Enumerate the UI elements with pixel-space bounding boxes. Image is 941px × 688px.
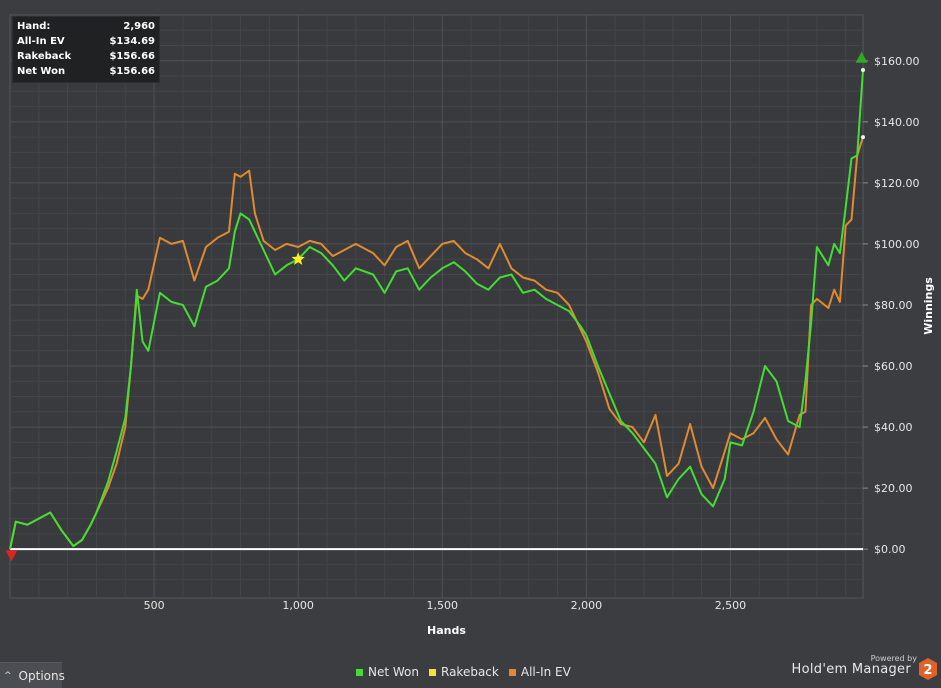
stats-label: All-In EV [17, 36, 65, 47]
legend-item-net-won[interactable]: Net Won [356, 665, 419, 679]
stats-row-rakeback: Rakeback $156.66 [17, 49, 155, 64]
y-axis-title: Winnings [922, 277, 935, 335]
chart-legend: Net Won Rakeback All-In EV [356, 664, 581, 680]
y-tick-label: $140.00 [874, 116, 920, 129]
y-tick-label: $80.00 [874, 299, 913, 312]
y-tick-label: $100.00 [874, 238, 920, 251]
stats-label: Net Won [17, 66, 66, 77]
brand-logo-icon: 2 [919, 658, 937, 680]
triangle-down-marker [5, 550, 18, 562]
legend-swatch [356, 668, 363, 676]
legend-item-all-in-ev[interactable]: All-In EV [508, 665, 571, 679]
chart-svg: $0.00 $20.00 $40.00 $60.00 $80.00 $100.00 $120… [5, 14, 935, 637]
legend-item-rakeback[interactable]: Rakeback [429, 665, 499, 679]
x-tick-label: 2,500 [715, 599, 747, 612]
stats-value: $156.66 [109, 66, 155, 77]
series-end-dot [861, 67, 865, 72]
legend-label: All-In EV [520, 665, 571, 679]
series-end-dot [861, 135, 865, 140]
y-tick-label: $0.00 [874, 543, 906, 556]
brand-badge-text: 2 [923, 663, 932, 678]
triangle-up-marker [855, 51, 868, 63]
stats-label: Hand: [17, 21, 51, 32]
powered-by-text: Powered by [870, 654, 917, 663]
legend-label: Rakeback [441, 665, 499, 679]
stats-value: 2,960 [123, 21, 155, 32]
brand-name: Hold'em Manager [791, 662, 911, 677]
legend-swatch [429, 668, 436, 676]
stats-label: Rakeback [17, 51, 72, 62]
legend-swatch [508, 668, 516, 676]
stats-box: Hand: 2,960 All-In EV $134.69 Rakeback $… [12, 16, 160, 83]
chevron-up-icon: ^ [4, 670, 12, 681]
stats-row-hand: Hand: 2,960 [17, 19, 155, 34]
star-marker [291, 252, 305, 265]
y-tick-label: $120.00 [874, 177, 920, 190]
y-tick-label: $160.00 [874, 55, 920, 68]
x-tick-label: 1,000 [282, 599, 314, 612]
x-tick-label: 2,000 [571, 599, 603, 612]
x-tick-label: 1,500 [427, 599, 459, 612]
y-tick-label: $60.00 [874, 360, 913, 373]
stats-row-allin-ev: All-In EV $134.69 [17, 34, 155, 49]
x-axis-title: Hands [427, 624, 466, 637]
options-label: Options [18, 668, 65, 683]
plot-background [9, 14, 864, 599]
stats-value: $134.69 [109, 36, 155, 47]
options-button[interactable]: ^ Options [0, 662, 65, 688]
series-line-net-won [9, 69, 864, 550]
y-tick-label: $40.00 [874, 421, 913, 434]
stats-row-net-won: Net Won $156.66 [17, 64, 155, 79]
y-tick-label: $20.00 [874, 482, 913, 495]
chart-area: $0.00 $20.00 $40.00 $60.00 $80.00 $100.00 $120… [5, 14, 935, 637]
legend-label: Net Won [368, 665, 419, 679]
stats-value: $156.66 [109, 51, 155, 62]
x-tick-label: 500 [144, 599, 165, 612]
